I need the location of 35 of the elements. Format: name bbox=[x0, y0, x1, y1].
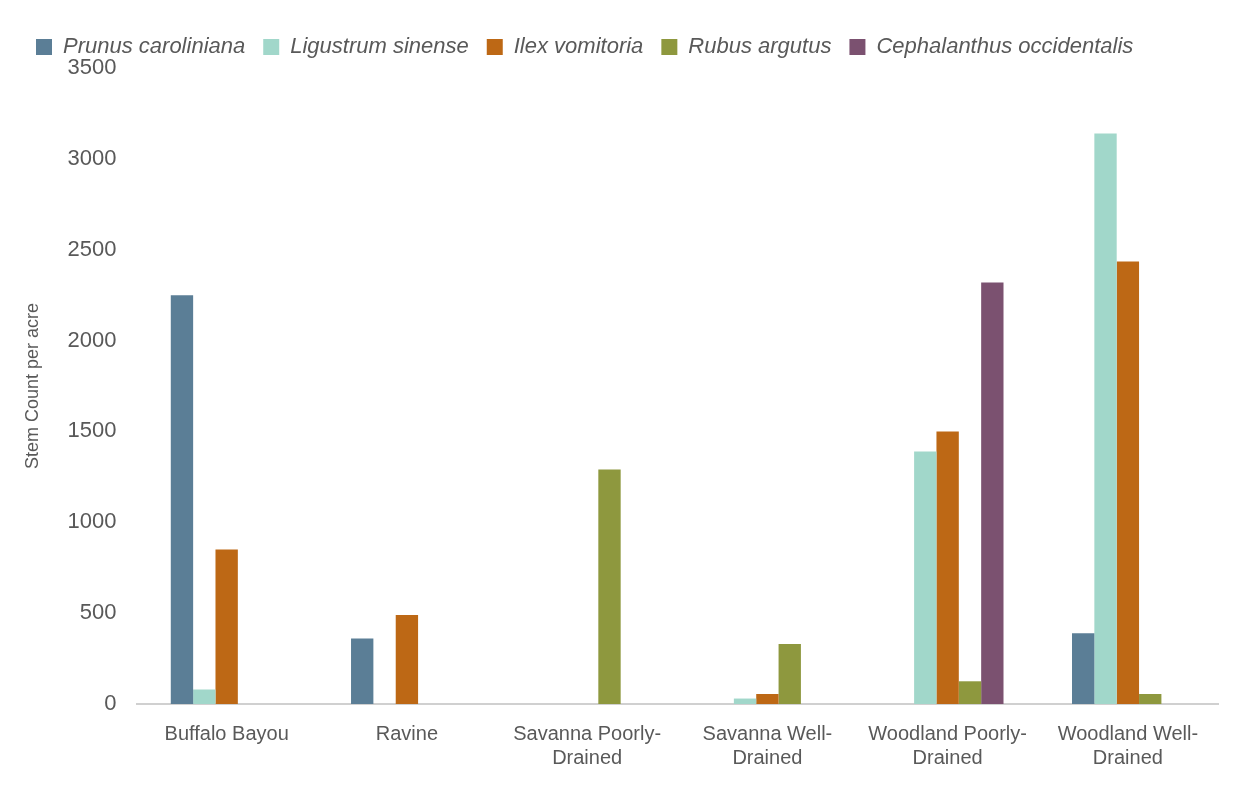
bar bbox=[1094, 133, 1117, 704]
bar bbox=[1072, 633, 1095, 704]
bar bbox=[193, 689, 216, 704]
legend-label: Cephalanthus occidentalis bbox=[876, 33, 1134, 59]
bar bbox=[1139, 694, 1162, 704]
x-tick-label: Savanna Well-Drained bbox=[702, 721, 833, 768]
y-axis-title: Stem Count per acre bbox=[21, 302, 42, 470]
x-tick-label: Savanna Poorly-Drained bbox=[513, 721, 662, 768]
bar bbox=[395, 614, 419, 704]
bar bbox=[936, 431, 959, 704]
bar bbox=[958, 681, 982, 704]
x-tick-label: Woodland Well-Drained bbox=[1057, 721, 1199, 768]
y-tick-label: 0 bbox=[104, 690, 117, 716]
legend-label: Rubus argutus bbox=[688, 33, 832, 59]
x-tick-label: Woodland Poorly-Drained bbox=[868, 721, 1027, 768]
legend-label: Ligustrum sinense bbox=[290, 33, 469, 59]
bar bbox=[215, 549, 238, 704]
x-tick-label: Ravine bbox=[375, 721, 439, 744]
bar bbox=[598, 469, 621, 704]
bar bbox=[778, 644, 801, 704]
bar bbox=[1116, 261, 1140, 704]
x-tick-label: Buffalo Bayou bbox=[164, 721, 289, 744]
bar bbox=[170, 295, 194, 704]
y-tick-label: 2500 bbox=[67, 235, 117, 261]
y-tick-label: 1500 bbox=[67, 417, 117, 443]
bar bbox=[756, 694, 779, 704]
bar bbox=[981, 282, 1004, 704]
bar bbox=[914, 451, 937, 704]
legend-label: Ilex vomitoria bbox=[513, 33, 644, 59]
bar bbox=[733, 698, 757, 704]
y-tick-label: 1000 bbox=[67, 508, 117, 534]
bar bbox=[351, 638, 374, 704]
y-tick-label: 500 bbox=[79, 599, 117, 625]
y-tick-label: 3000 bbox=[67, 144, 117, 170]
y-tick-label: 2000 bbox=[67, 326, 117, 352]
